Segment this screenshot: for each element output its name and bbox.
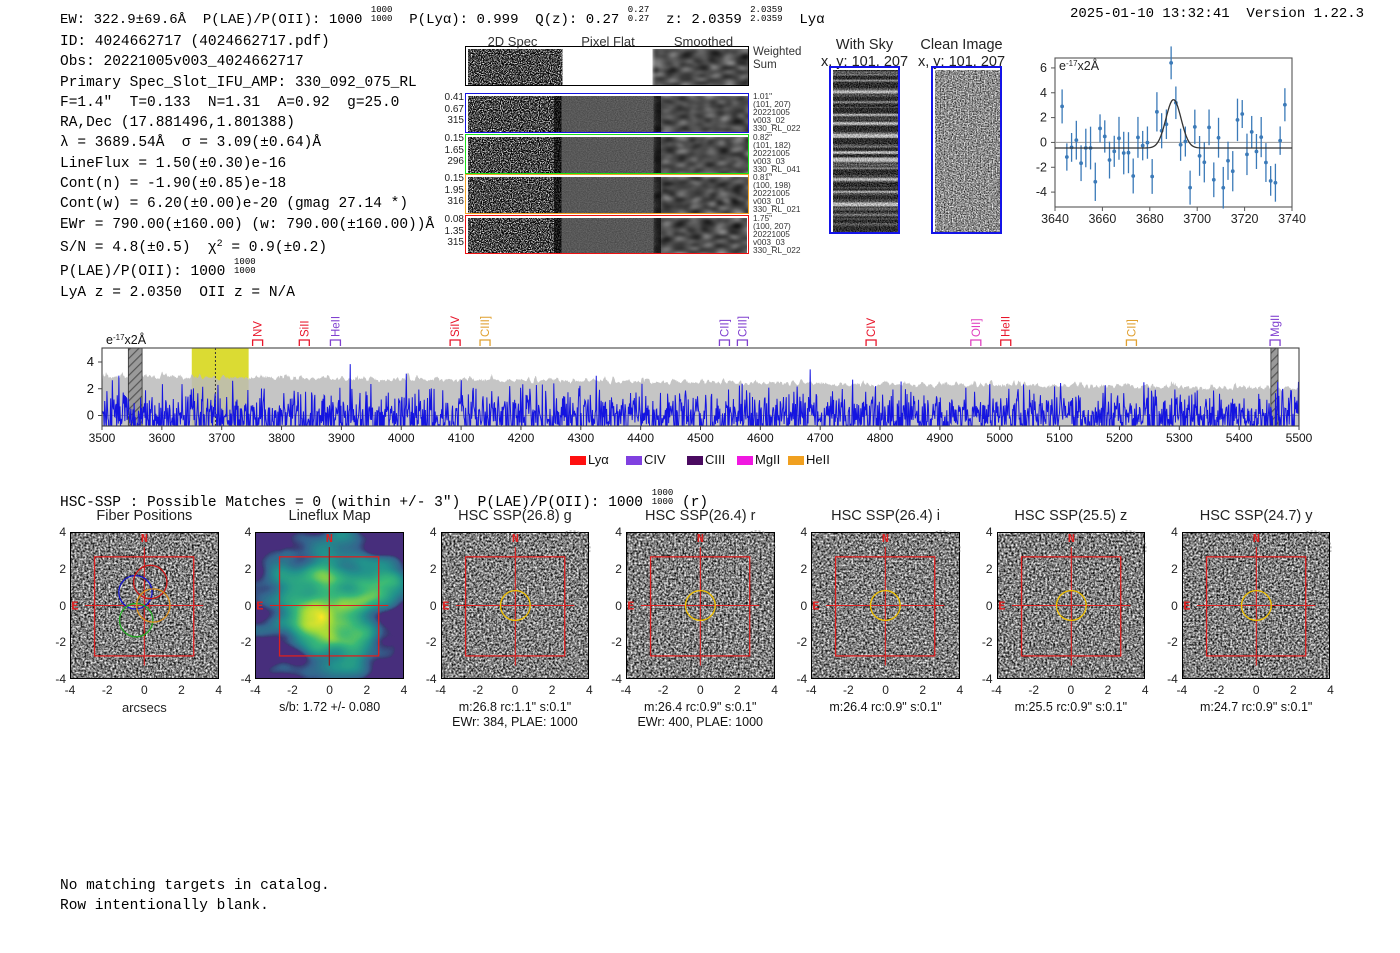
svg-text:CII]: CII] [1126,319,1138,337]
svg-text:6: 6 [1040,61,1047,75]
svg-text:E: E [257,600,264,614]
svg-text:N: N [1067,532,1074,546]
svg-text:E: E [627,600,634,614]
svg-text:N: N [882,532,889,546]
svg-text:3740: 3740 [1278,212,1306,226]
svg-text:+: + [146,602,153,614]
svg-text:N: N [511,532,518,546]
svg-text:3700: 3700 [1183,212,1211,226]
svg-text:4300: 4300 [567,431,594,445]
svg-text:0: 0 [1040,135,1047,149]
svg-text:N: N [141,532,148,546]
svg-text:E: E [812,600,819,614]
svg-text:4800: 4800 [867,431,894,445]
svg-text:3500: 3500 [89,431,116,445]
svg-text:4000: 4000 [388,431,415,445]
svg-text:3800: 3800 [268,431,295,445]
svg-text:5400: 5400 [1226,431,1253,445]
svg-text:2: 2 [87,381,94,396]
svg-text:5100: 5100 [1046,431,1073,445]
svg-text:3640: 3640 [1041,212,1069,226]
svg-text:N: N [326,532,333,546]
svg-text:-4: -4 [1036,185,1047,199]
svg-text:5000: 5000 [986,431,1013,445]
svg-text:4200: 4200 [508,431,535,445]
svg-text:NV: NV [253,321,265,337]
svg-text:3720: 3720 [1231,212,1259,226]
svg-text:3600: 3600 [148,431,175,445]
svg-text:3900: 3900 [328,431,355,445]
svg-text:5300: 5300 [1166,431,1193,445]
svg-text:4600: 4600 [747,431,774,445]
svg-text:N: N [697,532,704,546]
svg-text:4: 4 [87,354,94,369]
svg-text:5500: 5500 [1286,431,1313,445]
svg-text:MgII: MgII [1270,315,1282,337]
svg-text:HeII: HeII [330,316,342,337]
svg-text:SiII: SiII [299,320,311,337]
svg-text:E: E [71,600,78,614]
svg-text:OII]: OII] [971,318,983,337]
svg-text:5200: 5200 [1106,431,1133,445]
svg-text:0: 0 [87,408,94,423]
svg-text:N: N [1253,532,1260,546]
svg-text:3660: 3660 [1088,212,1116,226]
svg-text:-2: -2 [1036,160,1047,174]
svg-text:3680: 3680 [1136,212,1164,226]
svg-text:CIV: CIV [866,318,878,338]
svg-text:4400: 4400 [627,431,654,445]
svg-text:CIII]: CIII] [737,316,749,337]
svg-text:2: 2 [1040,111,1047,125]
svg-text:HeII: HeII [1001,316,1013,337]
svg-text:e-17x2Å: e-17x2Å [1059,58,1100,73]
svg-text:E: E [442,600,449,614]
svg-text:E: E [1183,600,1190,614]
svg-text:3700: 3700 [208,431,235,445]
svg-text:SiIV: SiIV [450,316,462,337]
svg-text:CIII]: CIII] [480,316,492,337]
svg-text:4100: 4100 [448,431,475,445]
svg-text:4500: 4500 [687,431,714,445]
svg-text:CII]: CII] [719,319,731,337]
svg-text:e-17x2Å: e-17x2Å [106,332,147,347]
svg-text:4900: 4900 [927,431,954,445]
svg-text:E: E [998,600,1005,614]
svg-text:4700: 4700 [807,431,834,445]
svg-text:4: 4 [1040,86,1047,100]
